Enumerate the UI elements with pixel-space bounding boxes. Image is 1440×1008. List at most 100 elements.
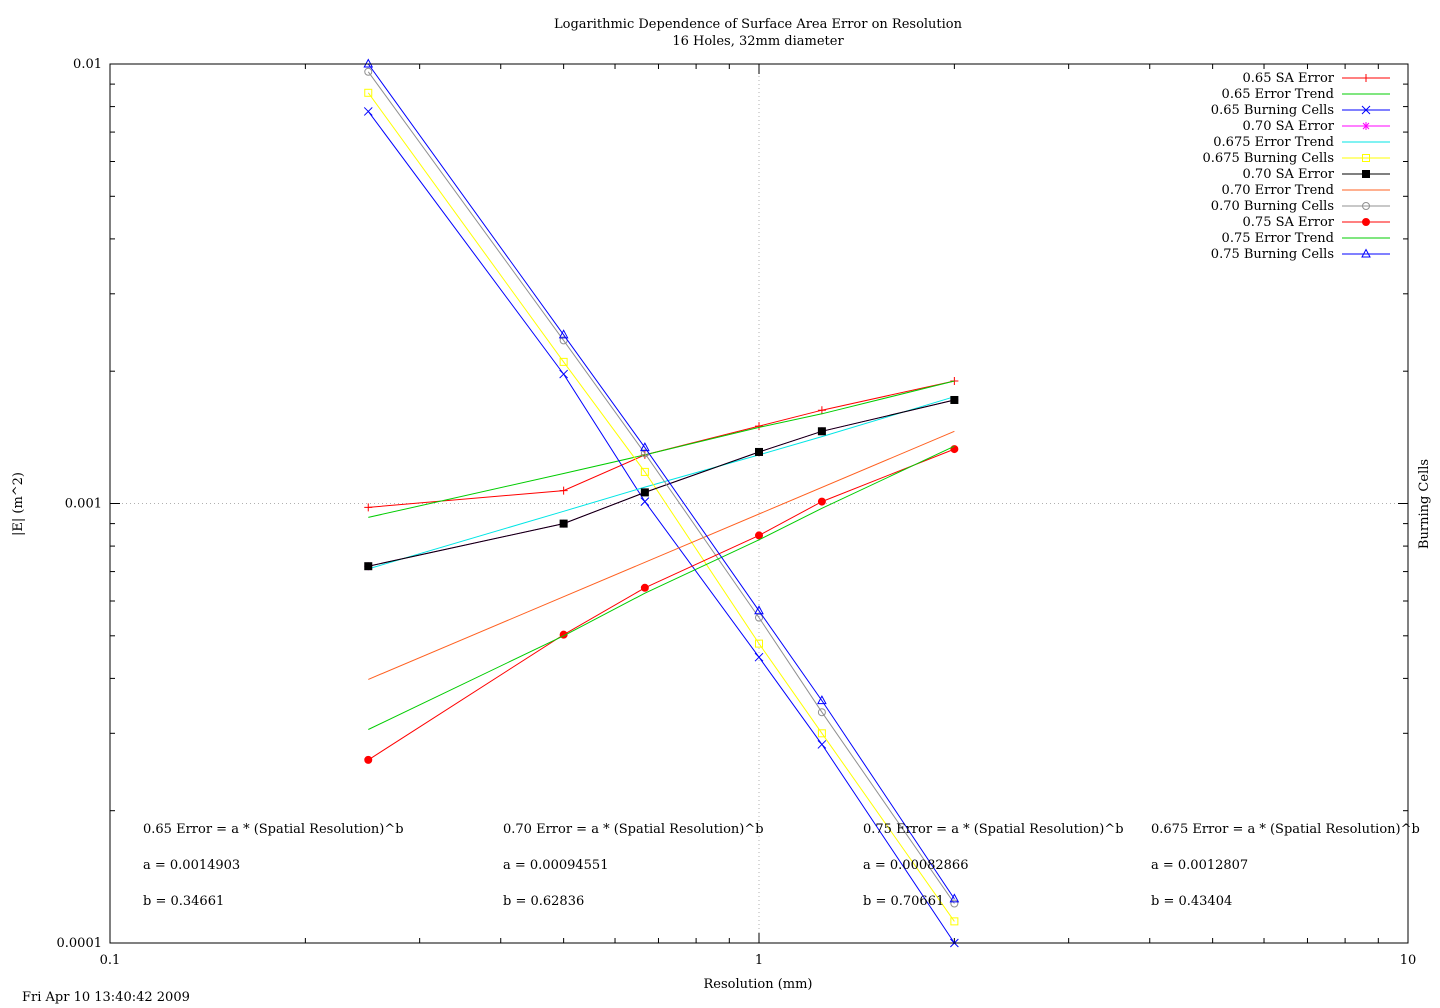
open-square-marker	[755, 639, 763, 648]
legend-label: 0.65 SA Error	[1243, 71, 1335, 86]
grid	[110, 64, 1408, 943]
filled-circle-marker	[817, 497, 826, 506]
open-square-marker	[950, 917, 959, 926]
open-circle-marker	[364, 67, 373, 76]
fit-annotation-0675: 0.675 Error = a * (Spatial Resolution)^b…	[1151, 800, 1420, 920]
star-marker	[1362, 122, 1370, 130]
open-triangle-marker	[949, 893, 960, 903]
open-circle-marker	[817, 708, 826, 717]
series-line	[368, 380, 955, 508]
plus-marker	[559, 486, 568, 495]
series-1	[368, 380, 955, 518]
fit-param-a: a = 0.0012807	[1151, 858, 1249, 873]
open-circle-marker	[950, 899, 959, 908]
series-2	[363, 107, 959, 948]
legend-label: 0.65 Error Trend	[1222, 87, 1334, 102]
series-line	[368, 448, 955, 761]
chart-title: Logarithmic Dependence of Surface Area E…	[554, 17, 963, 32]
legend-label: 0.675 Error Trend	[1213, 135, 1334, 150]
open-square-marker	[640, 467, 649, 476]
open-triangle-marker	[1361, 248, 1371, 258]
fit-param-a: a = 0.00094551	[503, 858, 609, 873]
series-11	[363, 58, 960, 903]
plus-marker	[1362, 74, 1370, 82]
open-triangle-marker	[363, 58, 374, 68]
fit-equation: 0.675 Error = a * (Spatial Resolution)^b	[1151, 822, 1420, 837]
legend-label: 0.675 Burning Cells	[1203, 151, 1334, 166]
fit-annotation-070: 0.70 Error = a * (Spatial Resolution)^b …	[503, 800, 764, 920]
filled-square-marker	[640, 488, 649, 497]
fit-param-a: a = 0.0014903	[143, 858, 241, 873]
series-line	[367, 63, 955, 900]
fit-equation: 0.65 Error = a * (Spatial Resolution)^b	[143, 822, 404, 837]
series-9	[364, 445, 959, 764]
filled-square-marker	[364, 562, 373, 571]
series-4	[368, 396, 955, 570]
fit-param-b: b = 0.62836	[503, 894, 585, 909]
x-axis-label: Resolution (mm)	[703, 977, 812, 992]
series-line	[368, 380, 955, 518]
filled-square-marker	[950, 395, 959, 404]
series-8	[364, 67, 959, 908]
filled-circle-marker	[1362, 218, 1370, 226]
open-triangle-marker	[640, 442, 650, 452]
x-tick-label: 1	[755, 953, 763, 968]
open-circle-marker	[1362, 202, 1370, 210]
fit-equation: 0.75 Error = a * (Spatial Resolution)^b	[863, 822, 1124, 837]
fit-param-b: b = 0.43404	[1151, 894, 1233, 909]
series-line	[367, 92, 955, 922]
open-triangle-marker	[558, 329, 569, 339]
axis-ticks: 0.1 1 10 0.0001 0.001 0.01	[57, 57, 1417, 968]
open-triangle-marker	[754, 605, 764, 615]
x-marker	[754, 652, 764, 662]
series-line	[367, 111, 955, 944]
x-marker	[1361, 105, 1371, 115]
series-line	[367, 71, 955, 904]
open-circle-marker	[640, 449, 649, 458]
legend-label: 0.75 Error Trend	[1222, 231, 1334, 246]
filled-square-marker	[559, 519, 568, 528]
series-7	[368, 430, 955, 680]
open-square-marker	[817, 729, 826, 738]
timestamp: Fri Apr 10 13:40:42 2009	[22, 990, 190, 1005]
plot-frame	[109, 63, 1409, 944]
filled-square-marker	[1362, 170, 1370, 178]
series-line	[368, 396, 955, 570]
y-tick-label: 0.0001	[57, 936, 103, 951]
y-tick-label: 0.001	[65, 497, 102, 512]
x-marker	[559, 369, 568, 379]
plus-marker	[364, 503, 373, 512]
filled-circle-marker	[755, 531, 763, 540]
y-tick-label: 0.01	[73, 57, 102, 72]
x-marker	[817, 740, 827, 749]
series-line	[368, 399, 955, 567]
plus-marker	[755, 422, 763, 431]
legend-label: 0.75 SA Error	[1243, 215, 1335, 230]
fit-annotation-075: 0.75 Error = a * (Spatial Resolution)^b …	[863, 800, 1124, 920]
legend-label: 0.70 Error Trend	[1222, 183, 1334, 198]
x-tick-label: 10	[1400, 953, 1417, 968]
series-10	[368, 445, 955, 730]
open-square-marker	[364, 88, 373, 97]
fit-annotation-065: 0.65 Error = a * (Spatial Resolution)^b …	[143, 800, 404, 920]
legend-label: 0.65 Burning Cells	[1211, 103, 1334, 118]
series-line	[368, 399, 955, 567]
fit-param-b: b = 0.34661	[143, 894, 225, 909]
plus-marker	[817, 406, 826, 415]
filled-circle-marker	[364, 755, 373, 764]
x-tick-label: 0.1	[100, 953, 121, 968]
legend-label: 0.70 SA Error	[1243, 167, 1335, 182]
series-line	[368, 445, 955, 730]
series-5	[364, 88, 959, 926]
legend-label: 0.75 Burning Cells	[1211, 247, 1334, 262]
x-marker	[640, 497, 650, 506]
series-line	[368, 430, 955, 680]
fit-param-a: a = 0.00082866	[863, 858, 969, 873]
legend-label: 0.70 SA Error	[1243, 119, 1335, 134]
series-group	[363, 58, 960, 948]
fit-param-b: b = 0.70661	[863, 894, 945, 909]
filled-circle-marker	[640, 583, 649, 592]
open-triangle-marker	[817, 695, 827, 705]
x-marker	[363, 107, 373, 116]
